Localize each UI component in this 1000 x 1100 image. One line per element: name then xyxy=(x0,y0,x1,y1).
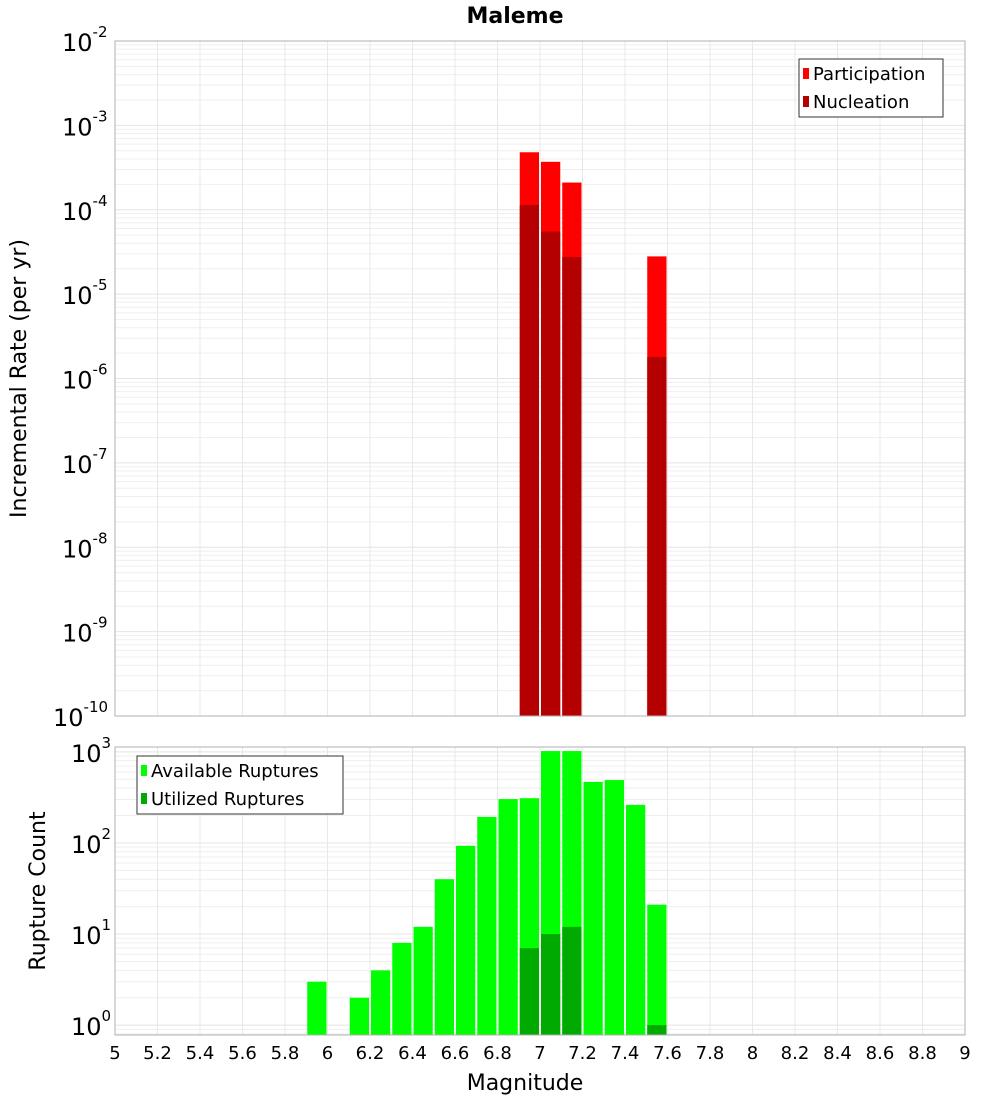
bar xyxy=(456,845,476,1035)
x-axis-label: Magnitude xyxy=(467,1071,584,1096)
x-tick-label: 8.6 xyxy=(866,1043,895,1064)
y-tick-label: 10-4 xyxy=(62,192,108,226)
y-tick-label: 101 xyxy=(71,916,111,950)
bar xyxy=(541,231,561,716)
legend-label: Nucleation xyxy=(813,92,909,113)
series-nucleation xyxy=(519,204,667,716)
y-axis-label: Incremental Rate (per yr) xyxy=(7,239,32,518)
bar xyxy=(349,997,369,1035)
x-tick-label: 5.6 xyxy=(228,1043,257,1064)
x-tick-label: 7.2 xyxy=(568,1043,597,1064)
x-tick-label: 7 xyxy=(534,1043,545,1064)
legend-label: Utilized Ruptures xyxy=(151,789,304,810)
plot-border xyxy=(114,746,966,1036)
bar xyxy=(434,879,454,1035)
x-tick-label: 6.2 xyxy=(356,1043,385,1064)
x-tick-label: 8.4 xyxy=(823,1043,852,1064)
x-tick-label: 8 xyxy=(747,1043,758,1064)
legend-box xyxy=(136,755,344,815)
series-utilized-ruptures xyxy=(519,926,667,1035)
x-tick-label: 5 xyxy=(109,1043,120,1064)
y-axis-label: Rupture Count xyxy=(26,811,51,971)
bar xyxy=(647,356,667,716)
y-tick-label: 10-2 xyxy=(62,23,108,57)
bar xyxy=(626,804,646,1035)
legend-swatch xyxy=(803,96,809,107)
bar xyxy=(562,926,582,1035)
bar xyxy=(541,934,561,1035)
y-tick-label: 10-9 xyxy=(62,614,108,648)
bar xyxy=(519,948,539,1035)
bar xyxy=(647,1025,667,1035)
legend-swatch xyxy=(141,793,147,804)
chart-title: Maleme xyxy=(466,4,563,29)
legend-swatch xyxy=(141,765,147,776)
bar xyxy=(647,904,667,1035)
x-tick-label: 6.8 xyxy=(483,1043,512,1064)
bar xyxy=(413,926,433,1035)
x-tick-label: 8.8 xyxy=(908,1043,937,1064)
bar xyxy=(562,257,582,716)
x-tick-label: 7.6 xyxy=(653,1043,682,1064)
y-tick-label: 102 xyxy=(71,825,111,859)
y-tick-label: 10-8 xyxy=(62,529,108,563)
bar xyxy=(477,816,497,1035)
x-tick-label: 7.4 xyxy=(611,1043,640,1064)
legend-label: Participation xyxy=(813,64,925,85)
bar xyxy=(604,780,624,1035)
panel-2: 100 101 102 103 Rupture Count Available Ruptu… xyxy=(26,734,971,1096)
x-tick-label: 5.2 xyxy=(143,1043,172,1064)
bar xyxy=(371,970,391,1035)
legend-swatch xyxy=(803,68,809,79)
y-tick-label: 100 xyxy=(71,1007,111,1041)
x-tick-label: 5.4 xyxy=(186,1043,215,1064)
bar xyxy=(498,799,518,1035)
y-tick-label: 103 xyxy=(71,734,111,768)
x-tick-label: 6 xyxy=(322,1043,333,1064)
legend-box xyxy=(798,58,944,118)
bar xyxy=(519,204,539,716)
legend: Participation Nucleation xyxy=(798,58,944,118)
y-tick-label: 10-10 xyxy=(53,698,108,732)
legend-label: Available Ruptures xyxy=(151,761,319,782)
y-tick-label: 10-5 xyxy=(62,276,108,310)
x-tick-label: 8.2 xyxy=(781,1043,810,1064)
legend: Available Ruptures Utilized Ruptures xyxy=(136,755,344,815)
x-tick-label: 6.4 xyxy=(398,1043,427,1064)
bar xyxy=(583,781,603,1035)
x-tick-label: 7.8 xyxy=(696,1043,725,1064)
x-tick-label: 9 xyxy=(959,1043,970,1064)
bar xyxy=(392,942,412,1035)
y-tick-label: 10-7 xyxy=(62,445,108,479)
gridlines xyxy=(114,40,966,717)
bar xyxy=(307,981,327,1035)
y-tick-label: 10-3 xyxy=(62,107,108,141)
x-tick-label: 6.6 xyxy=(441,1043,470,1064)
x-tick-label: 5.8 xyxy=(271,1043,300,1064)
y-tick-label: 10-6 xyxy=(62,361,108,395)
plot-border xyxy=(114,40,966,717)
panel-1: 10-10 10-9 10-8 10-7 10-6 10-5 10-4 10-3 10-2 Inc… xyxy=(7,4,966,732)
